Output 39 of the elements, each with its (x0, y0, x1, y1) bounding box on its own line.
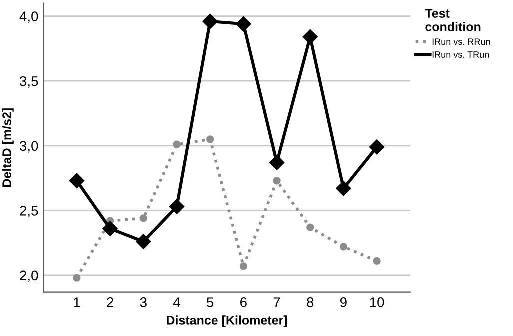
point (202, 14, 218, 30)
point (236, 16, 252, 32)
legend-label: IRun vs. TRun (432, 52, 490, 58)
point (140, 214, 148, 222)
point (269, 155, 285, 170)
y-tick-label: 2,5 (20, 206, 38, 218)
x-tick-label: 8 (307, 298, 314, 308)
x-tick-label: 10 (370, 298, 384, 308)
point (206, 136, 214, 144)
point (173, 140, 181, 148)
point (273, 177, 281, 185)
legend-label: IRun vs. RRun (432, 38, 490, 46)
x-tick-label: 4 (173, 298, 180, 308)
y-tick-label: 4,0 (20, 12, 38, 24)
x-tick-label: 9 (340, 298, 347, 308)
point (73, 274, 81, 282)
x-tick-label: 6 (240, 298, 247, 308)
y-tick-label: 3,5 (20, 76, 38, 88)
point (373, 257, 381, 266)
legend-title: Test condition (425, 9, 481, 32)
x-tick-label: 2 (107, 298, 114, 308)
point (340, 243, 348, 251)
point (69, 173, 85, 188)
point (240, 262, 248, 270)
y-tick-label: 2,0 (20, 270, 38, 282)
x-tick-label: 1 (74, 298, 80, 308)
x-tick-label: 7 (274, 298, 280, 308)
x-tick-label: 5 (207, 298, 214, 308)
point (169, 199, 185, 214)
x-axis-title: Distance [Kilometer] (167, 316, 288, 328)
point (306, 224, 314, 232)
point (336, 181, 352, 196)
x-tick-label: 3 (140, 298, 147, 308)
y-tick-label: 3,0 (20, 141, 38, 153)
point (302, 29, 318, 45)
point (369, 140, 385, 155)
point (136, 234, 152, 250)
y-axis-title: DeltaD [m/s2] (2, 108, 14, 187)
point (102, 221, 118, 236)
